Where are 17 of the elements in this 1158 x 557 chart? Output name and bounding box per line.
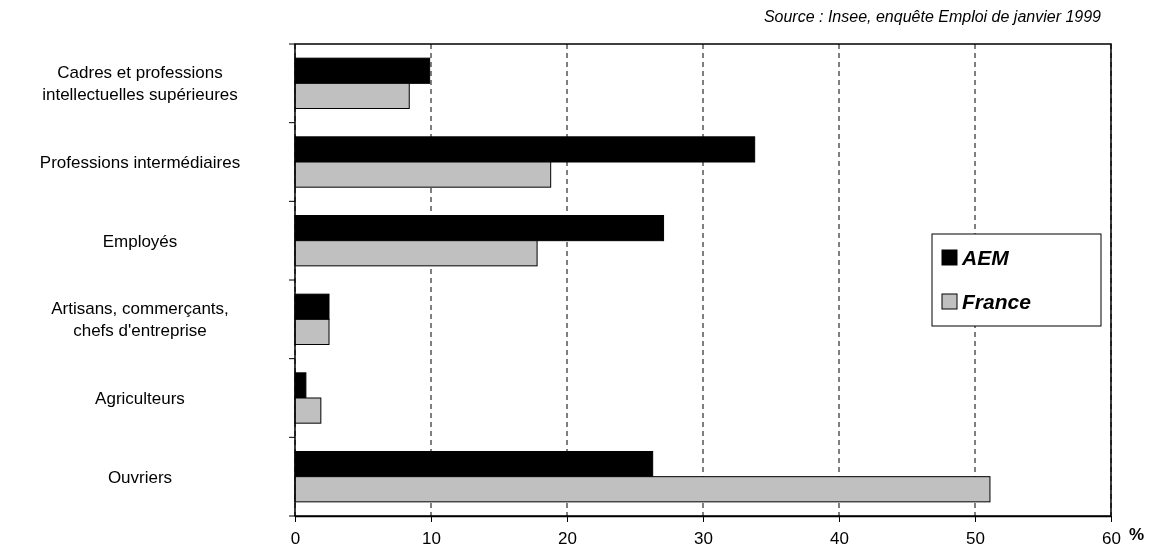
y-tick-label: Agriculteurs — [95, 388, 185, 408]
y-tick-label: Professions intermédiaires — [39, 152, 241, 172]
y-tick-label: Cadres et professions intellectuelles supérieures — [42, 63, 238, 105]
x-tick-label: 30 — [694, 528, 713, 548]
legend-label: AEM — [961, 246, 1010, 270]
x-axis-title: % — [1129, 525, 1145, 544]
x-tick-label: 0 — [290, 528, 301, 548]
y-tick-label: Artisans, commerçants, chefs d'entreprise — [51, 299, 229, 341]
legend-label: France — [962, 290, 1032, 314]
x-tick-label: 50 — [966, 528, 985, 548]
x-tick-label: 60 — [1102, 528, 1121, 548]
x-tick-label: 10 — [422, 528, 441, 548]
x-tick-label: 20 — [558, 528, 577, 548]
x-tick-label: 40 — [830, 528, 849, 548]
source-note: Source : Insee, enquête Emploi de janvier 1999 — [763, 8, 1102, 25]
y-tick-label: Employés — [102, 231, 178, 251]
y-tick-label: Ouvriers — [107, 467, 173, 487]
